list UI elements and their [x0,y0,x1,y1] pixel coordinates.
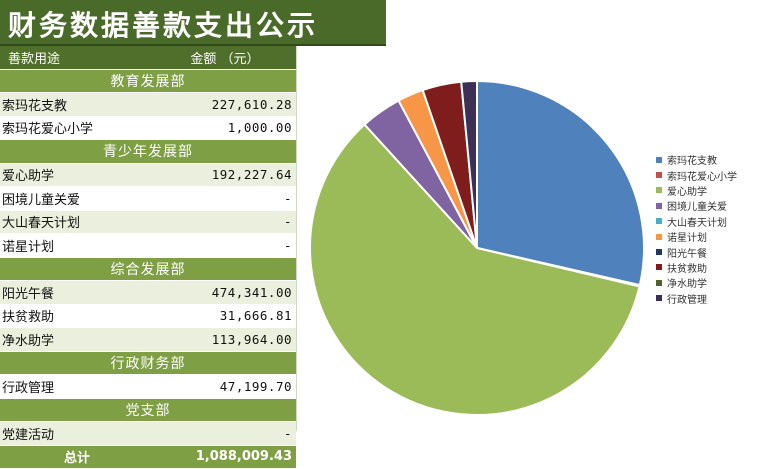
item-amount: - [154,191,296,206]
item-amount: 1,000.00 [154,120,296,135]
header-amount: 金额 （元） [154,48,296,67]
table-row: 大山春天计划- [0,211,296,235]
item-amount: 113,964.00 [154,332,296,347]
table-row: 困境儿童关爱- [0,187,296,211]
legend-label: 阳光午餐 [667,245,707,260]
item-label: 爱心助学 [0,165,154,184]
legend-item: 索玛花爱心小学 [656,167,762,182]
legend-swatch [656,264,662,270]
title-bar: 财务数据善款支出公示 [0,0,386,46]
legend-item: 大山春天计划 [656,214,762,229]
item-label: 索玛花支教 [0,95,154,114]
item-label: 诺星计划 [0,236,154,255]
legend-label: 困境儿童关爱 [667,198,727,213]
total-label: 总计 [0,447,154,466]
total-amount: 1,088,009.43 [154,449,296,464]
table-header: 善款用途金额 （元） [0,46,296,70]
legend-swatch [656,157,662,163]
item-amount: - [154,426,296,441]
item-amount: 47,199.70 [154,379,296,394]
item-label: 行政管理 [0,377,154,396]
item-label: 党建活动 [0,424,154,443]
page-title: 财务数据善款支出公示 [8,4,318,44]
table-row: 诺星计划- [0,234,296,258]
item-amount: 227,610.28 [154,97,296,112]
legend-swatch [656,203,662,209]
item-label: 阳光午餐 [0,283,154,302]
legend-item: 诺星计划 [656,229,762,244]
item-amount: 192,227.64 [154,167,296,182]
legend-label: 索玛花支教 [667,152,717,167]
item-amount: - [154,238,296,253]
item-label: 大山春天计划 [0,212,154,231]
legend-label: 扶贫救助 [667,260,707,275]
legend-item: 行政管理 [656,291,762,306]
legend-item: 扶贫救助 [656,260,762,275]
item-amount: 31,666.81 [154,308,296,323]
legend-item: 爱心助学 [656,183,762,198]
legend-swatch [656,280,662,286]
legend-label: 索玛花爱心小学 [667,168,737,183]
item-label: 净水助学 [0,330,154,349]
section-header: 教育发展部 [0,70,296,94]
legend-item: 困境儿童关爱 [656,198,762,213]
legend-swatch [656,234,662,240]
legend-item: 阳光午餐 [656,244,762,259]
legend-label: 净水助学 [667,275,707,290]
section-header: 党支部 [0,399,296,423]
legend-label: 大山春天计划 [667,214,727,229]
section-header: 行政财务部 [0,352,296,376]
legend-item: 索玛花支教 [656,152,762,167]
table-row: 党建活动- [0,422,296,446]
header-purpose: 善款用途 [0,48,154,67]
legend-swatch [656,172,662,178]
legend-swatch [656,187,662,193]
item-label: 扶贫救助 [0,306,154,325]
legend-label: 爱心助学 [667,183,707,198]
item-label: 索玛花爱心小学 [0,118,154,137]
legend-item: 净水助学 [656,275,762,290]
section-header: 青少年发展部 [0,140,296,164]
legend-label: 行政管理 [667,291,707,306]
chart-legend: 索玛花支教索玛花爱心小学爱心助学困境儿童关爱大山春天计划诺星计划阳光午餐扶贫救助… [656,152,762,306]
legend-swatch [656,295,662,301]
item-amount: 474,341.00 [154,285,296,300]
item-label: 困境儿童关爱 [0,189,154,208]
legend-swatch [656,249,662,255]
item-amount: - [154,214,296,229]
legend-label: 诺星计划 [667,229,707,244]
legend-swatch [656,218,662,224]
section-header: 综合发展部 [0,258,296,282]
